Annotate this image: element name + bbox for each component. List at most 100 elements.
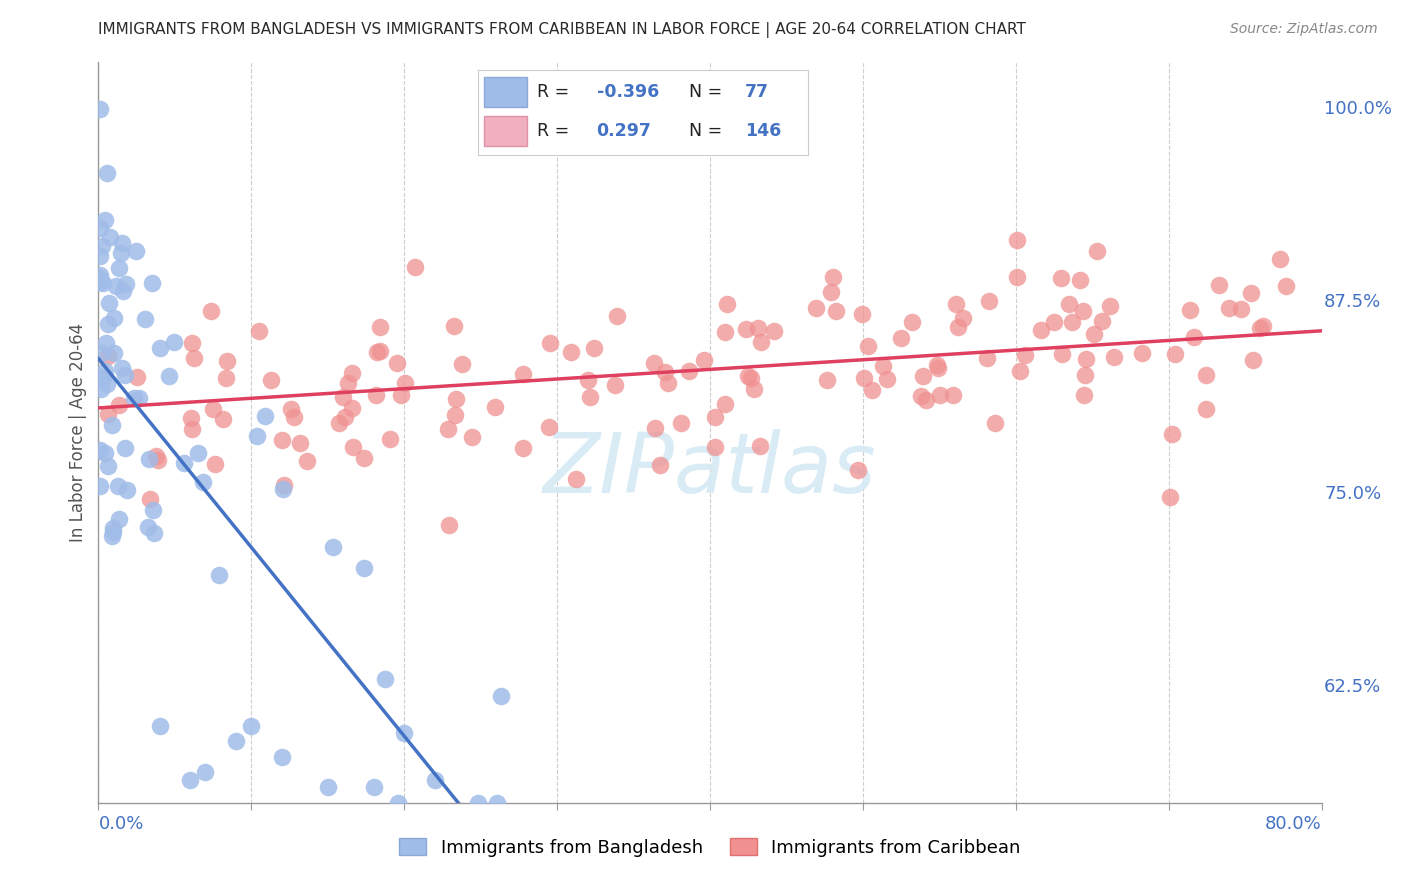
Point <box>89 479 111 493</box>
Point <box>437 518 460 533</box>
Point <box>740 371 762 385</box>
Point <box>94 445 117 459</box>
Point <box>1274 279 1296 293</box>
Point <box>385 356 408 370</box>
Point <box>846 463 869 477</box>
Point <box>512 441 534 455</box>
Point <box>1071 304 1094 318</box>
Point <box>392 725 415 739</box>
Point <box>253 409 276 423</box>
Point <box>89 275 111 289</box>
Point <box>1218 301 1240 315</box>
Point <box>240 719 263 733</box>
Point <box>142 525 165 540</box>
Point <box>173 456 195 470</box>
Point <box>122 391 145 405</box>
Point <box>644 421 666 435</box>
Point <box>148 453 170 467</box>
Point <box>107 398 129 412</box>
Point <box>111 284 134 298</box>
Text: 100.0%: 100.0% <box>1324 100 1392 118</box>
Point <box>734 322 756 336</box>
Point <box>605 378 627 392</box>
Point <box>101 525 124 540</box>
Point <box>491 690 513 704</box>
Point <box>145 449 167 463</box>
Text: 80.0%: 80.0% <box>1265 815 1322 833</box>
Point <box>260 373 283 387</box>
Point <box>1010 364 1032 378</box>
Point <box>1050 271 1073 285</box>
Point <box>461 429 484 443</box>
Point <box>138 491 160 506</box>
Point <box>946 320 969 334</box>
Point <box>114 368 136 383</box>
Point <box>671 417 693 431</box>
Point <box>1060 315 1083 329</box>
Point <box>363 780 385 795</box>
Point <box>979 293 1001 308</box>
Point <box>149 719 172 733</box>
Point <box>860 383 883 397</box>
Point <box>96 335 118 350</box>
Point <box>89 268 111 282</box>
Point <box>200 304 222 318</box>
Point <box>202 401 225 416</box>
Point <box>820 285 842 300</box>
Point <box>214 370 236 384</box>
Point <box>815 373 838 387</box>
Point <box>693 352 716 367</box>
Point <box>108 512 131 526</box>
Point <box>654 364 676 378</box>
Text: IMMIGRANTS FROM BANGLADESH VS IMMIGRANTS FROM CARIBBEAN IN LABOR FORCE | AGE 20-: IMMIGRANTS FROM BANGLADESH VS IMMIGRANTS… <box>98 22 1026 38</box>
Point <box>1182 329 1205 343</box>
Legend: Immigrants from Bangladesh, Immigrants from Caribbean: Immigrants from Bangladesh, Immigrants f… <box>392 830 1028 864</box>
Point <box>444 409 467 423</box>
Point <box>134 312 156 326</box>
Point <box>912 369 935 384</box>
Point <box>749 334 772 349</box>
Y-axis label: In Labor Force | Age 20-64: In Labor Force | Age 20-64 <box>69 323 87 542</box>
Point <box>187 446 209 460</box>
Point <box>437 421 460 435</box>
Point <box>538 419 561 434</box>
Point <box>564 472 586 486</box>
Point <box>89 443 111 458</box>
Point <box>273 477 295 491</box>
Point <box>1042 315 1064 329</box>
Point <box>297 454 319 468</box>
Point <box>94 364 117 378</box>
Point <box>194 764 217 779</box>
Text: 0.0%: 0.0% <box>98 815 143 833</box>
Point <box>910 389 932 403</box>
Point <box>945 296 967 310</box>
Point <box>762 324 785 338</box>
Point <box>247 324 270 338</box>
Point <box>89 249 111 263</box>
Point <box>404 260 426 275</box>
Point <box>1074 368 1097 383</box>
Point <box>804 301 827 315</box>
Point <box>1057 297 1080 311</box>
Point <box>1091 314 1114 328</box>
Point <box>98 230 121 244</box>
Point <box>1083 327 1105 342</box>
Point <box>747 321 769 335</box>
Point <box>342 440 364 454</box>
Point <box>825 304 848 318</box>
Point <box>952 311 974 326</box>
Point <box>97 349 120 363</box>
Text: 87.5%: 87.5% <box>1324 293 1381 310</box>
Point <box>484 401 506 415</box>
Point <box>1005 233 1028 247</box>
Point <box>1073 388 1095 402</box>
Point <box>107 260 129 275</box>
Point <box>96 377 118 392</box>
Point <box>183 351 205 365</box>
Point <box>1076 351 1098 366</box>
Point <box>208 567 231 582</box>
Point <box>579 391 602 405</box>
Point <box>389 387 412 401</box>
Point <box>485 796 508 810</box>
Point <box>737 369 759 384</box>
